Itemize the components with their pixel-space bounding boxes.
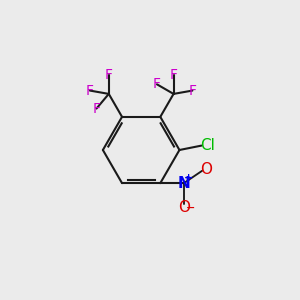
Text: −: − — [186, 203, 195, 213]
Text: O: O — [178, 200, 190, 215]
Text: +: + — [184, 173, 194, 183]
Text: O: O — [200, 162, 212, 177]
Text: F: F — [153, 77, 161, 91]
Text: F: F — [169, 68, 178, 82]
Text: N: N — [178, 176, 190, 190]
Text: F: F — [105, 68, 113, 82]
Text: Cl: Cl — [201, 138, 215, 153]
Text: F: F — [188, 84, 196, 98]
Text: F: F — [86, 84, 94, 98]
Text: F: F — [92, 102, 101, 116]
